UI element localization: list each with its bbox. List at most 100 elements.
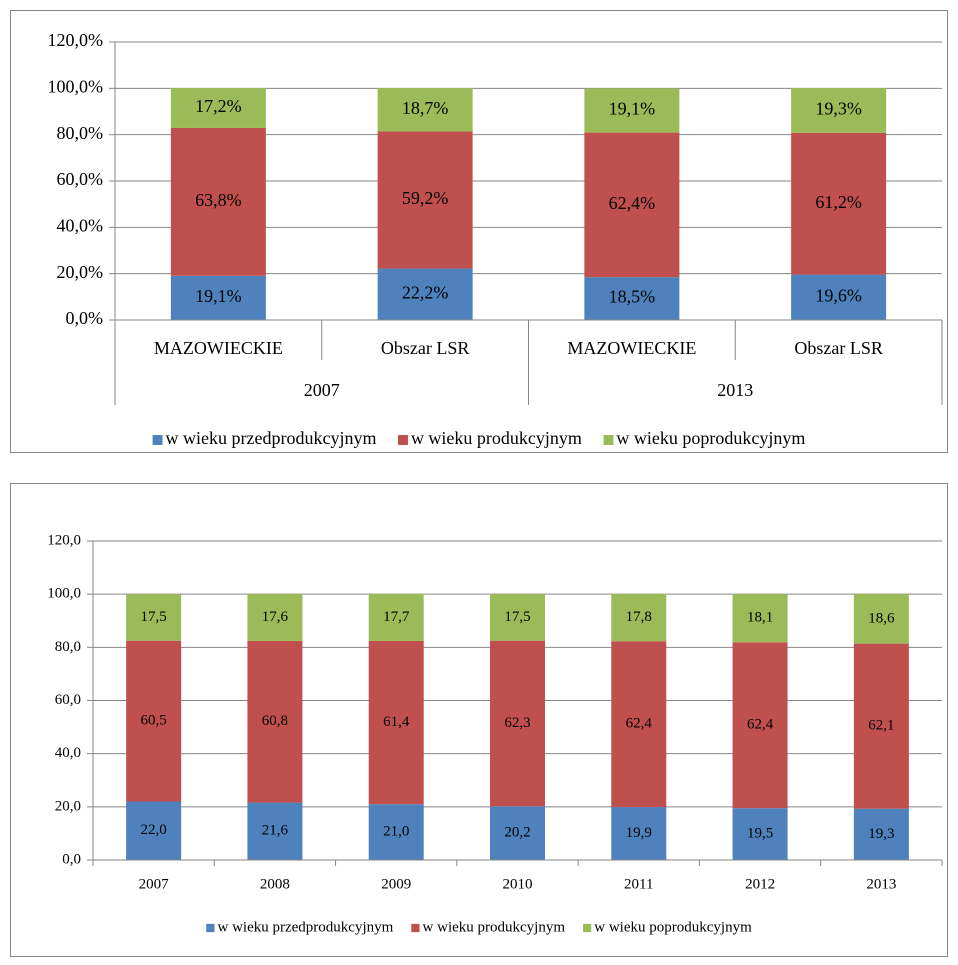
data-label: 21,6: [262, 823, 289, 839]
x-tick-label: 2010: [503, 876, 533, 892]
legend-label: w wieku produkcyjnym: [423, 919, 566, 935]
bar-segment: [170, 88, 266, 128]
y-tick-label: 20,0%: [57, 262, 104, 282]
x-tick-label: 2012: [745, 876, 775, 892]
bar-segment: [584, 88, 680, 133]
bar-segment: [732, 808, 788, 860]
y-tick-label: 60,0: [55, 692, 81, 708]
data-label: 19,3: [868, 826, 894, 842]
x-tick-label: 2009: [381, 876, 411, 892]
data-label: 19,9: [626, 825, 652, 841]
bar-segment: [611, 641, 667, 808]
y-tick-label: 20,0: [55, 798, 81, 814]
y-tick-label: 40,0: [55, 745, 81, 761]
legend-swatch: [206, 923, 215, 933]
y-tick-label: 120,0: [47, 532, 81, 548]
bar-segment: [247, 802, 303, 860]
bar-segment: [853, 643, 909, 809]
group-label: 2013: [717, 380, 753, 400]
bar-segment: [584, 277, 680, 320]
bar-segment: [368, 640, 424, 805]
data-label: 19,3%: [815, 99, 862, 119]
y-tick-label: 0,0: [62, 851, 81, 867]
y-tick-label: 60,0%: [57, 169, 104, 189]
legend-swatch: [583, 923, 592, 933]
bar-segment: [247, 640, 303, 803]
bar-segment: [791, 88, 887, 133]
legend-label: w wieku produkcyjnym: [411, 428, 582, 448]
data-label: 62,3: [504, 715, 530, 731]
data-label: 18,7%: [402, 98, 449, 118]
x-tick-label: Obszar LSR: [794, 338, 883, 358]
data-label: 61,4: [383, 714, 410, 730]
x-tick-label: 2007: [139, 876, 170, 892]
y-tick-label: 80,0%: [57, 123, 104, 143]
y-tick-label: 120,0%: [48, 30, 104, 50]
data-label: 62,1: [868, 718, 894, 734]
data-label: 63,8%: [195, 190, 242, 210]
x-tick-label: MAZOWIECKIE: [154, 338, 283, 358]
data-label: 62,4: [747, 717, 774, 733]
data-label: 19,1%: [195, 286, 242, 306]
bar-segment: [126, 594, 182, 641]
x-tick-label: MAZOWIECKIE: [567, 338, 696, 358]
data-label: 59,2%: [402, 188, 449, 208]
group-label: 2007: [304, 380, 340, 400]
y-tick-label: 40,0%: [57, 215, 104, 235]
x-tick-label: Obszar LSR: [381, 338, 470, 358]
data-label: 20,2: [504, 825, 530, 841]
data-label: 60,5: [141, 713, 167, 729]
data-label: 22,0: [141, 822, 167, 838]
data-label: 61,2%: [815, 192, 862, 212]
bar-segment: [377, 131, 473, 269]
data-label: 19,1%: [609, 99, 656, 119]
y-tick-label: 100,0: [47, 586, 81, 602]
bar-segment: [791, 132, 887, 275]
bar-segment: [170, 127, 266, 276]
data-label: 17,2%: [195, 96, 242, 116]
bar-segment: [584, 132, 680, 278]
data-label: 62,4: [626, 716, 653, 732]
bar-segment: [732, 642, 788, 809]
bar-segment: [170, 275, 266, 320]
bar-segment: [732, 594, 788, 643]
bar-segment: [490, 640, 545, 807]
data-label: 22,2%: [402, 282, 449, 302]
x-tick-label: 2011: [624, 876, 653, 892]
bar-segment: [611, 593, 667, 642]
data-label: 18,1: [747, 610, 773, 626]
bar-segment: [368, 804, 424, 860]
data-label: 60,8: [262, 713, 288, 729]
bar-segment: [490, 806, 545, 860]
data-label: 17,8: [626, 609, 652, 625]
bar-segment: [247, 594, 303, 641]
bar-segment: [853, 808, 909, 860]
legend-label: w wieku przedprodukcyjnym: [166, 428, 377, 448]
bar-segment: [490, 594, 545, 641]
bar-segment: [791, 274, 887, 320]
legend-label: w wieku poprodukcyjnym: [616, 428, 805, 448]
data-label: 19,5: [747, 826, 773, 842]
data-label: 17,7: [383, 609, 410, 625]
legend-swatch: [398, 435, 408, 445]
data-label: 17,5: [504, 609, 530, 625]
bar-segment: [377, 268, 473, 320]
legend-swatch: [411, 923, 420, 933]
bar-segment: [853, 594, 909, 644]
legend-swatch: [152, 435, 163, 445]
data-label: 21,0: [383, 824, 409, 840]
legend-label: w wieku poprodukcyjnym: [594, 919, 752, 935]
bar-segment: [377, 88, 473, 132]
bar-segment: [611, 807, 667, 860]
y-tick-label: 0,0%: [66, 308, 104, 328]
data-label: 19,6%: [815, 285, 862, 305]
legend-swatch: [603, 435, 614, 445]
y-tick-label: 80,0: [55, 639, 81, 655]
bar-segment: [126, 801, 182, 860]
y-tick-label: 100,0%: [48, 76, 104, 96]
data-label: 18,6: [868, 610, 895, 626]
bar-segment: [368, 593, 424, 641]
data-label: 17,5: [141, 609, 167, 625]
